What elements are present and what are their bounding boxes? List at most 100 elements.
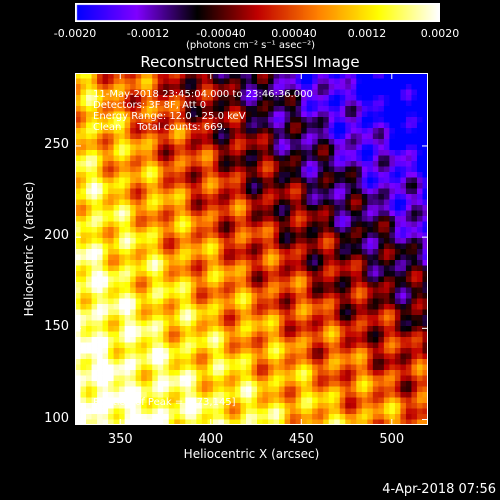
heatmap-cell [97,348,103,354]
heatmap-cell [196,216,203,222]
heatmap-cell [257,260,263,266]
heatmap-cell [284,205,291,211]
heatmap-cell [223,276,230,283]
heatmap-cell [212,183,219,189]
heatmap-cell [317,216,324,222]
heatmap-cell [146,100,153,107]
heatmap-cell [179,133,186,140]
heatmap-cell [405,364,412,371]
heatmap-cell [422,161,428,167]
heatmap-cell [196,381,203,387]
heatmap-cell [345,276,352,283]
heatmap-cell [223,139,230,145]
heatmap-cell [389,337,396,343]
heatmap-cell [240,111,247,118]
heatmap-cell [312,403,319,409]
heatmap-cell [317,326,324,332]
heatmap-cell [422,221,428,228]
heatmap-cell [367,320,374,327]
heatmap-cell [152,139,159,145]
heatmap-cell [389,403,396,409]
heatmap-cell [328,414,335,420]
heatmap-cell [212,166,219,173]
heatmap-cell [102,210,109,217]
heatmap-cell [339,287,346,294]
heatmap-cell [113,95,120,101]
heatmap-cell [328,320,335,327]
heatmap-cell [130,155,137,162]
heatmap-cell [367,172,374,178]
heatmap-cell [174,375,181,382]
heatmap-cell [119,232,126,239]
heatmap-cell [416,293,423,299]
heatmap-cell [119,205,126,211]
heatmap-cell [207,271,214,277]
heatmap-cell [240,73,247,79]
heatmap-cell [108,414,115,420]
heatmap-cell [312,188,319,195]
heatmap-cell [295,287,302,294]
heatmap-cell [212,205,219,211]
heatmap-cell [411,282,418,288]
heatmap-cell [130,78,137,85]
heatmap-cell [229,117,236,123]
heatmap-cell [75,315,81,321]
heatmap-cell [130,386,137,393]
heatmap-cell [279,364,285,371]
heatmap-cell [163,364,170,371]
heatmap-cell [146,139,153,145]
heatmap-cell [130,375,137,382]
heatmap-cell [394,221,401,228]
heatmap-cell [157,304,164,310]
heatmap-cell [130,128,137,134]
heatmap-cell [240,89,247,96]
heatmap-cell [207,386,214,393]
heatmap-cell [284,243,291,250]
heatmap-cell [290,342,297,349]
heatmap-cell [389,309,396,316]
heatmap-cell [273,205,280,211]
heatmap-cell [422,227,428,233]
heatmap-cell [152,392,159,398]
heatmap-cell [262,397,269,404]
heatmap-cell [273,342,280,349]
heatmap-cell [372,177,379,184]
heatmap-cell [157,155,164,162]
heatmap-cell [207,353,214,360]
heatmap-cell [207,221,214,228]
heatmap-cell [234,276,241,283]
heatmap-cell [339,144,346,151]
heatmap-cell [97,331,103,338]
heatmap-cell [416,271,423,277]
heatmap-cell [290,326,297,332]
heatmap-cell [378,254,385,261]
heatmap-cell [201,221,208,228]
heatmap-cell [108,210,115,217]
heatmap-cell [146,144,153,151]
heatmap-cell [361,177,368,184]
heatmap-cell [257,348,263,354]
heatmap-cell [179,216,186,222]
heatmap-cell [284,353,291,360]
heatmap-cell [290,265,297,272]
heatmap-cell [323,419,330,425]
heatmap-cell [157,271,164,277]
heatmap-cell [201,106,208,112]
heatmap-cell [411,403,418,409]
heatmap-cell [411,370,418,376]
heatmap-cell [168,221,175,228]
heatmap-cell [80,326,87,332]
heatmap-cell [75,260,81,266]
heatmap-cell [262,254,269,261]
heatmap-cell [179,89,186,96]
heatmap-cell [361,348,368,354]
heatmap-cell [240,95,247,101]
heatmap-cell [245,166,252,173]
heatmap-cell [405,304,412,310]
heatmap-cell [361,397,368,404]
heatmap-cell [361,271,368,277]
heatmap-cell [279,128,285,134]
heatmap-cell [80,133,87,140]
heatmap-cell [212,117,219,123]
heatmap-cell [240,342,247,349]
